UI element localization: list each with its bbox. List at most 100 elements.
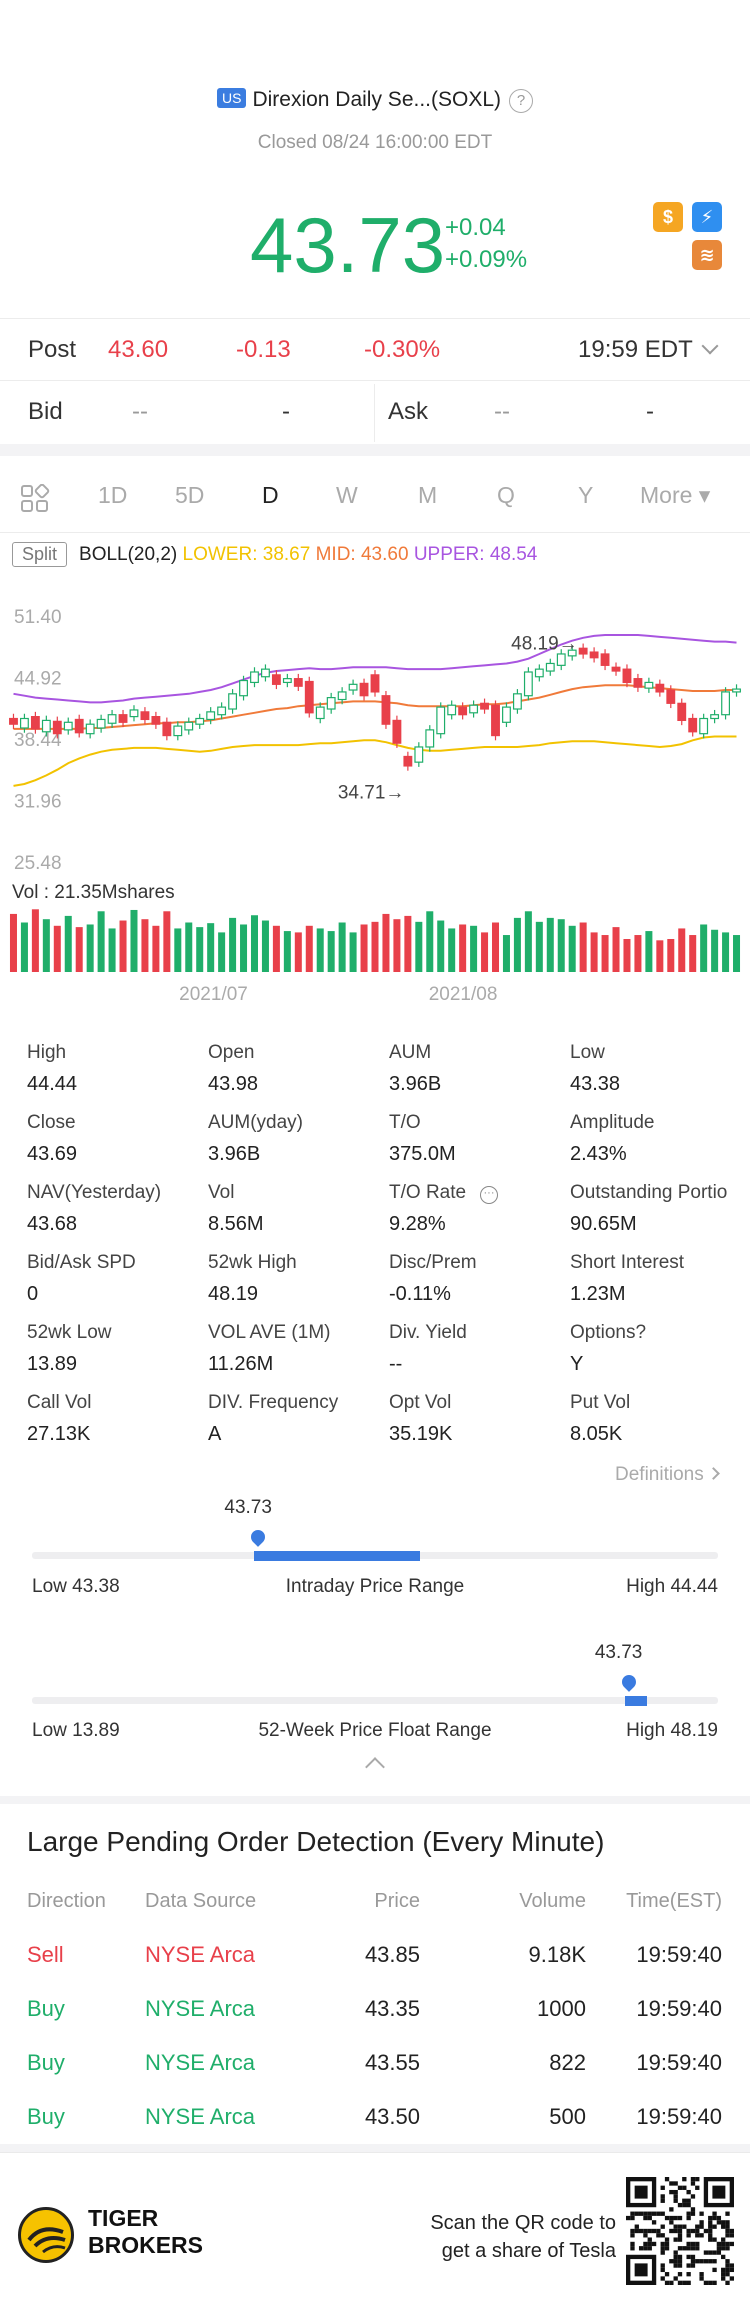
volume-bar	[415, 921, 423, 972]
chevron-up-icon[interactable]	[365, 1757, 385, 1777]
order-source: NYSE Arca	[145, 2104, 256, 2129]
volume-bar	[20, 922, 28, 972]
volume-bar	[42, 919, 50, 972]
brand-line1: TIGER	[88, 2205, 159, 2231]
candlestick-chart[interactable]: 51.40 44.92 38.44 31.96 25.48 48.19→ 34.71→ Vol…	[0, 580, 750, 1010]
week52-current-price: 43.73	[594, 1642, 643, 1663]
ask-size: -	[646, 398, 654, 425]
candle	[206, 711, 216, 721]
week52-title: 52-Week Price Float Range	[258, 1720, 492, 1741]
boll-label[interactable]: BOLL(20,2)	[79, 544, 178, 565]
volume-bar	[393, 919, 401, 972]
tab-m[interactable]: M	[418, 482, 438, 508]
stat-value: 0	[27, 1283, 39, 1305]
candle	[348, 683, 358, 691]
col-price: Price	[374, 1890, 420, 1912]
post-market-row[interactable]: Post 43.60 -0.13 -0.30% 19:59 EDT	[0, 336, 750, 376]
stat-value: --	[389, 1353, 403, 1375]
tab-w[interactable]: W	[336, 482, 358, 508]
info-icon[interactable]: ···	[480, 1186, 498, 1204]
stat-label: Div. Yield	[389, 1322, 467, 1343]
candle	[217, 706, 227, 716]
grid-layout-icon[interactable]	[20, 483, 50, 520]
volume-label: Vol : 21.35Mshares	[12, 882, 175, 903]
candle	[578, 647, 588, 655]
bid-size: -	[282, 398, 290, 425]
order-time: 19:59:40	[636, 2050, 722, 2075]
candle	[436, 706, 446, 735]
price-marker-icon	[248, 1527, 269, 1547]
tab-more[interactable]: More ▾	[640, 482, 711, 508]
volume-bar	[612, 927, 620, 972]
candle	[41, 719, 51, 733]
volume-bar	[623, 939, 631, 972]
stat-label: AUM(yday)	[208, 1112, 304, 1133]
volume-bar	[218, 932, 226, 972]
bid-label: Bid	[28, 398, 63, 425]
candle	[239, 679, 248, 697]
volume-bar	[382, 913, 390, 972]
volume-bar	[196, 927, 204, 972]
stat-value: 8.05K	[570, 1423, 623, 1445]
price-change: +0.04	[445, 214, 506, 241]
boll-upper: UPPER: 48.54	[413, 544, 538, 565]
volume-bar	[645, 931, 653, 972]
lightning-icon[interactable]: ⚡	[692, 202, 722, 232]
chevron-down-icon[interactable]	[701, 337, 719, 355]
y-tick-label: 51.40	[14, 607, 62, 628]
low-annotation: 34.71→	[338, 783, 405, 804]
stat-value: 43.98	[208, 1073, 259, 1095]
tab-d[interactable]: D	[262, 482, 279, 508]
tab-5d[interactable]: 5D	[175, 482, 205, 508]
stat-label: AUM	[389, 1042, 432, 1063]
stat-label: Put Vol	[570, 1392, 631, 1413]
candle	[261, 668, 270, 678]
candle	[491, 704, 500, 737]
stat-value: 35.19K	[389, 1423, 453, 1445]
volume-bar	[75, 927, 83, 972]
volume-bar	[601, 935, 609, 972]
stat-label: VOL AVE (1M)	[208, 1322, 331, 1343]
intraday-low: Low 43.38	[32, 1576, 120, 1597]
post-change-percent: -0.30%	[364, 336, 441, 363]
candle	[403, 755, 413, 767]
candle	[458, 706, 468, 716]
candle	[96, 718, 106, 729]
candle	[271, 674, 281, 685]
candle	[523, 671, 533, 697]
chart-svg: 51.40 44.92 38.44 31.96 25.48 48.19→ 34.71→ Vol…	[9, 607, 741, 1005]
stat-value: 13.89	[27, 1353, 78, 1375]
stat-value: 1.23M	[570, 1283, 626, 1305]
volume-bar	[689, 935, 697, 972]
volume-bar	[448, 928, 456, 972]
stock-name: Direxion Daily Se...(SOXL)	[252, 88, 502, 111]
col-volume: Volume	[519, 1890, 586, 1912]
tab-q[interactable]: Q	[497, 482, 515, 508]
candle	[480, 702, 489, 710]
help-circle-icon[interactable]: ?	[509, 89, 534, 113]
market-status: Closed 08/24 16:00:00 EDT	[257, 132, 493, 153]
volume-bar	[108, 928, 116, 972]
qr-code-icon[interactable]	[626, 2177, 734, 2285]
dollar-icon[interactable]: $	[653, 202, 683, 232]
candle	[381, 695, 391, 725]
stat-value: 43.69	[27, 1143, 78, 1165]
order-volume: 822	[549, 2050, 586, 2075]
y-tick-label: 25.48	[14, 853, 62, 874]
volume-bar	[261, 920, 269, 972]
candle	[173, 725, 183, 737]
footer-banner[interactable]: TIGER BROKERS Scan the QR code to get a …	[0, 2152, 750, 2303]
price-marker-icon	[618, 1672, 639, 1692]
volume-bar	[294, 932, 302, 972]
order-direction: Buy	[27, 2104, 65, 2129]
candle	[140, 711, 150, 721]
tab-1d[interactable]: 1D	[98, 482, 128, 508]
definitions-link[interactable]: Definitions	[615, 1464, 720, 1486]
candle	[162, 721, 172, 737]
layers-icon[interactable]: ≋	[692, 240, 722, 270]
candle	[710, 714, 720, 720]
volume-bar	[492, 922, 500, 972]
tab-y[interactable]: Y	[578, 482, 594, 508]
candle	[337, 691, 347, 701]
split-button[interactable]: Split	[12, 542, 68, 567]
